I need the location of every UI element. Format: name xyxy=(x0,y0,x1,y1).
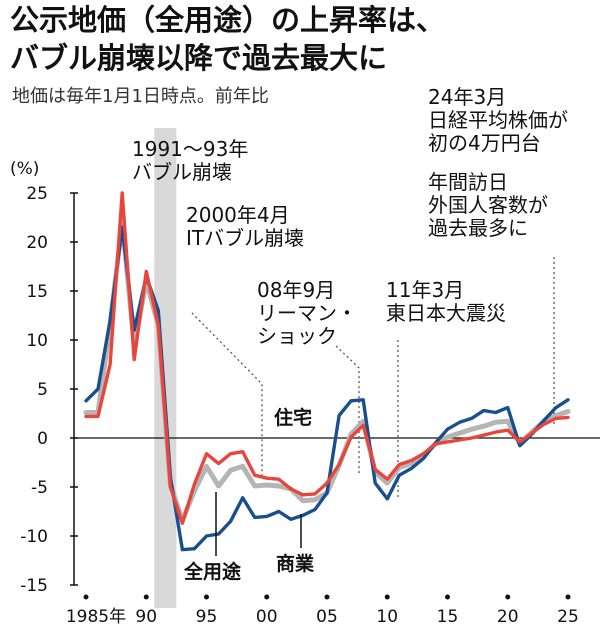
x-tick-dot xyxy=(143,594,149,600)
x-tick-label: 15 xyxy=(437,607,459,627)
annotation-text: ショック xyxy=(257,324,337,348)
annotation-text: リーマン・ xyxy=(257,301,357,325)
x-tick-label: 10 xyxy=(376,607,398,627)
series-label-all-use: 全用途 xyxy=(183,492,242,583)
bubble-burst-shaded-band xyxy=(154,128,177,608)
annotation-text: 日経平均株価が xyxy=(428,108,568,132)
y-tick-label: -10 xyxy=(20,527,48,547)
annotation-text: 24年3月 xyxy=(428,85,506,109)
y-axis-unit-label: (%) xyxy=(10,159,39,179)
y-tick-label: 5 xyxy=(37,380,48,400)
annotation-text: バブル崩壊 xyxy=(132,160,232,184)
x-tick-dot xyxy=(204,594,209,600)
series-lines xyxy=(83,191,571,552)
y-tick-label: 25 xyxy=(26,184,48,204)
chart-title-line2: バブル崩壊以降で過去最大に xyxy=(10,41,388,75)
y-tick-label: -15 xyxy=(20,576,48,596)
x-tick-label: 05 xyxy=(316,607,338,627)
annotation-text: 過去最多に xyxy=(428,216,528,240)
annotation-text: 2000年4月 xyxy=(186,203,290,227)
x-tick-dot xyxy=(384,594,390,600)
x-tick-dot xyxy=(264,594,270,600)
annotation-text: 年間訪日 xyxy=(428,170,508,194)
annotation-text: 1991～93年 xyxy=(132,137,248,161)
annotation-guide xyxy=(335,345,360,475)
x-tick-label: 20 xyxy=(497,607,519,627)
x-tick-dot xyxy=(565,594,571,600)
series-label-commercial: 商業 xyxy=(276,514,315,575)
annotation-text: ITバブル崩壊 xyxy=(186,226,304,250)
y-tick-label: 10 xyxy=(26,331,48,351)
series-label-residential-text: 住宅 xyxy=(274,406,312,429)
x-tick-label: 00 xyxy=(256,607,278,627)
chart-title-line1: 公示地価（全用途）の上昇率は、 xyxy=(10,3,446,37)
series-label-residential: 住宅 xyxy=(274,406,312,429)
annotation-text: 08年9月 xyxy=(257,278,335,302)
chart-subtitle: 地価は毎年1月1日時点。前年比 xyxy=(12,86,269,107)
annotation-text: 東日本大震災 xyxy=(386,301,506,325)
annotation-text: 初の4万円台 xyxy=(428,131,541,155)
x-tick-dot xyxy=(324,594,330,600)
y-tick-label: 0 xyxy=(37,429,48,449)
x-tick-dot xyxy=(505,594,511,600)
x-tick-label: 90 xyxy=(135,607,157,627)
series-label-all-use-text: 全用途 xyxy=(183,560,242,583)
annotation-text: 11年3月 xyxy=(386,278,464,302)
y-tick-label: 20 xyxy=(26,233,48,253)
x-tick-label: 1985年 xyxy=(66,607,126,627)
y-tick-label: -5 xyxy=(31,478,48,498)
x-tick-dot xyxy=(445,594,450,600)
annotation-guide xyxy=(191,312,263,476)
x-tick-label: 95 xyxy=(196,607,218,627)
series-line-residential xyxy=(84,191,570,525)
x-tick-label: 25 xyxy=(557,607,579,627)
y-tick-label: 15 xyxy=(26,282,48,302)
series-label-commercial-text: 商業 xyxy=(276,552,315,575)
x-tick-dot xyxy=(83,594,89,600)
annotation-text: 外国人客数が xyxy=(428,193,548,217)
